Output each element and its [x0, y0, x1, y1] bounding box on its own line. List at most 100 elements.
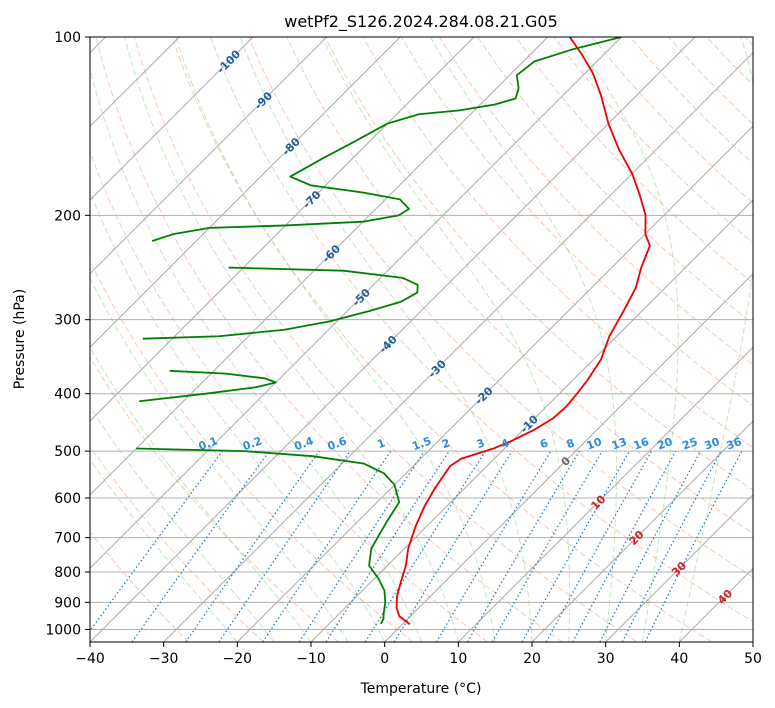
mixing-ratio-line [572, 450, 677, 642]
isotherm-line [310, 199, 753, 642]
mixing-ratio-label: 10 [585, 435, 604, 453]
mixing-ratio-line [298, 450, 425, 642]
x-tick-label: −40 [75, 651, 105, 667]
mixing-ratio-label: 16 [632, 435, 651, 453]
isotherm-line [90, 37, 622, 570]
mixing-ratio-label: 0.4 [293, 434, 316, 453]
mixing-ratio-label: 3 [475, 436, 487, 451]
y-tick-label: 600 [54, 491, 81, 507]
y-tick-label: 100 [54, 30, 81, 46]
mixing-ratio-label: 0.2 [241, 434, 264, 453]
mixing-ratio-label: 2 [440, 436, 452, 451]
y-tick-label: 500 [54, 444, 81, 460]
x-tick-label: 20 [523, 651, 541, 667]
y-tick-label: 900 [54, 595, 81, 611]
isotherm-line [90, 37, 401, 349]
mixing-ratio-label: 1 [375, 436, 387, 451]
mixing-ratio-label: 36 [725, 435, 744, 453]
mixing-ratio-label: 30 [703, 435, 722, 453]
dry-adiabat-line [90, 445, 264, 642]
moist-adiabat-line [429, 37, 618, 642]
moist-adiabat-line [574, 37, 679, 642]
mixing-ratio-label: 4 [499, 436, 511, 451]
isotherm-line [531, 420, 753, 642]
dry-adiabat-line [90, 531, 190, 642]
mixing-ratio-label: 0.6 [326, 434, 349, 453]
isotherm-line [90, 37, 254, 201]
dry-adiabat-line [439, 37, 753, 366]
x-axis-ticks: −40 −30 −20 −10 0 10 20 30 40 50 [75, 642, 762, 667]
sounding-series [136, 37, 651, 625]
pressure-gridlines [90, 37, 753, 630]
y-tick-label: 200 [54, 208, 81, 224]
mixing-ratio-label: 25 [681, 435, 700, 452]
plot-frame [89, 36, 754, 643]
mixing-ratio-line [393, 450, 513, 642]
isotherm-line [457, 346, 753, 642]
dewpoint-profile-line [142, 266, 419, 340]
mixing-ratio-line [218, 450, 351, 642]
dry-adiabats [90, 37, 753, 642]
x-tick-label: 30 [597, 651, 615, 667]
mixing-ratio-labels: 0.1 0.2 0.4 0.6 1 1.5 2 3 4 6 8 10 13 16 20 25 30 36 [197, 434, 744, 453]
x-tick-label: 40 [670, 651, 688, 667]
dewpoint-profile-line [136, 447, 401, 625]
y-axis-ticks: 100 200 300 400 500 600 700 800 900 1000 [45, 30, 90, 638]
x-tick-label: 10 [449, 651, 467, 667]
mixing-ratio-line [521, 450, 631, 642]
y-axis-label: Pressure (hPa) [12, 289, 28, 389]
dewpoint-profile-line [139, 369, 277, 403]
x-tick-label: 0 [380, 651, 389, 667]
moist-adiabat-line [90, 276, 349, 642]
x-tick-label: −10 [296, 651, 326, 667]
moist-adiabat-line [124, 37, 459, 642]
isotherm-line [605, 493, 753, 642]
isotherm-line [236, 125, 753, 642]
dewpoint-profile-line [151, 37, 622, 242]
y-tick-label: 800 [54, 565, 81, 581]
dry-adiabat-line [133, 37, 638, 642]
mixing-ratio-line [644, 450, 743, 642]
x-tick-label: 50 [744, 651, 762, 667]
isotherm-line [90, 37, 696, 642]
moist-adiabat-line [90, 67, 422, 642]
mixing-ratio-line [90, 450, 223, 632]
dry-adiabat-line [400, 37, 753, 407]
moist-adiabat-line [90, 190, 386, 642]
mixing-ratio-line [185, 450, 320, 642]
isotherms [90, 37, 753, 642]
moist-adiabat-line [678, 37, 753, 642]
x-tick-label: −20 [223, 651, 253, 667]
x-axis-label: Temperature (°C) [360, 681, 482, 697]
mixing-ratio-label: 6 [538, 436, 550, 451]
mixing-ratio-label: 13 [610, 435, 629, 452]
chart-title: wetPf2_S126.2024.284.08.21.G05 [284, 12, 558, 32]
isotherm-line [163, 51, 753, 642]
y-tick-label: 700 [54, 531, 81, 547]
x-tick-label: −30 [149, 651, 179, 667]
mixing-ratio-label: 20 [655, 435, 674, 453]
dry-adiabat-line [515, 37, 753, 284]
mixing-ratio-line [262, 450, 392, 642]
dry-adiabat-line [95, 37, 563, 642]
mixing-ratio-label: 1.5 [410, 434, 433, 453]
dry-adiabat-line [90, 150, 488, 642]
mixing-ratio-line [131, 450, 270, 642]
y-tick-label: 300 [54, 313, 81, 329]
moist-adiabat-line [321, 37, 571, 642]
isotherm-line [90, 37, 328, 275]
y-tick-label: 400 [54, 387, 81, 403]
temperature-profile-line [395, 37, 651, 625]
moist-adiabat-line [175, 37, 496, 642]
moist-adiabat-line [90, 458, 238, 642]
mixing-ratio-label: 8 [565, 436, 577, 451]
mixing-ratio-label: 0.1 [197, 434, 220, 453]
mixing-ratio-line [325, 450, 450, 642]
mixing-ratio-lines [90, 450, 743, 642]
dry-adiabat-line [248, 37, 753, 578]
dry-adiabat-line [210, 37, 753, 623]
dry-adiabat-line [90, 356, 339, 642]
y-tick-label: 1000 [45, 622, 81, 638]
